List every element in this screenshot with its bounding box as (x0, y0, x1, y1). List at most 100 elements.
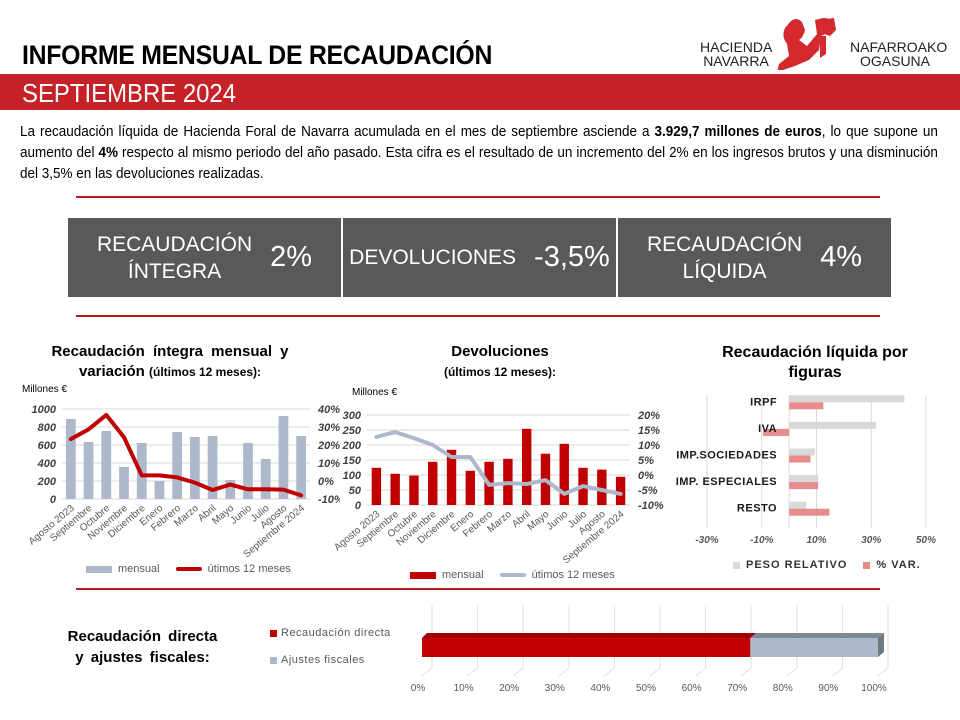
intro-total-amount: 3.929,7 millones de euros (654, 124, 822, 140)
x-tick-label: 10% (454, 683, 474, 694)
bar-diciembre (446, 449, 457, 505)
gridline-depth (512, 667, 524, 677)
gridline-depth (877, 667, 889, 677)
y-tick-label: 1000 (32, 404, 57, 416)
category-label: IMP.SOCIEDADES (676, 450, 777, 462)
x-tick-label: 30% (545, 683, 565, 694)
legend-label: PESO RELATIVO (746, 559, 848, 571)
chart-integra-unit: Millones € (22, 384, 68, 395)
legend-label: útimos 12 meses (531, 569, 615, 581)
x-tick-label: 80% (773, 683, 793, 694)
bar-noviembre (428, 461, 438, 505)
y2-tick-label: 20% (637, 410, 660, 422)
kpi-value: 4% (820, 241, 863, 273)
legend-recaudacion-directa: Recaudación directa (270, 627, 391, 639)
y-tick-label: 300 (343, 410, 362, 422)
divider-line (76, 315, 880, 317)
chart-devoluciones: 050100150200250300-10%-5%0%5%10%15%20%Ag… (332, 410, 664, 566)
navarra-emblem-icon (777, 18, 836, 70)
bar-peso-relativo (789, 448, 816, 456)
legend-swatch (270, 629, 277, 637)
intro-paragraph: La recaudación líquida de Hacienda Foral… (20, 122, 938, 185)
hacienda-navarra-logo: HACIENDA NAVARRA NAFARROAKO OGASUNA (700, 14, 950, 74)
gridline-depth (786, 667, 798, 677)
chart-title-line: variación (últimos 12 meses): (35, 362, 305, 382)
logo-text-hacienda: HACIENDA (700, 39, 773, 55)
category-label: RESTO (737, 503, 777, 515)
legend-label: útimos 12 meses (207, 563, 291, 575)
x-tick-label: 0% (411, 683, 426, 694)
y2-tick-label: 40% (317, 404, 340, 416)
category-label: IMP. ESPECIALES (676, 476, 777, 488)
chart-title-line: Devoluciones (451, 343, 549, 360)
chart-title-line: figuras (788, 364, 842, 381)
gridline-depth (421, 667, 433, 677)
gridline-depth (467, 667, 478, 677)
chart-integra-legend: mensual útimos 12 meses (86, 563, 291, 575)
x-tick-label: 50% (636, 683, 656, 694)
y-tick-label: 200 (342, 440, 362, 452)
legend-label: % VAR. (876, 559, 921, 571)
period-banner (0, 74, 960, 110)
legend-swatch-mensual (410, 571, 436, 579)
bar-julio (260, 459, 271, 499)
variation-line (68, 412, 304, 498)
kpi-label-line: LÍQUIDA (682, 259, 767, 283)
legend-label: mensual (442, 569, 484, 581)
intro-text: respecto al mismo periodo del año pasado… (20, 145, 938, 182)
x-tick-label: 30% (861, 535, 881, 546)
bar-octubre (409, 475, 419, 505)
bar-abril (521, 428, 532, 505)
gridline-depth (832, 667, 843, 677)
chart-directa-title: Recaudación directa y ajustes fiscales: (50, 626, 235, 668)
y2-tick-label: 0% (318, 476, 334, 488)
kpi-devoluciones: DEVOLUCIONES -3,5% (343, 218, 616, 297)
legend-ajustes-fiscales: Ajustes fiscales (270, 654, 365, 666)
bar-agosto-2023 (65, 418, 76, 499)
chart-figuras-legend: PESO RELATIVO % VAR. (733, 559, 921, 571)
bar-febrero (172, 432, 183, 499)
y-tick-label: 600 (38, 440, 57, 452)
bar-variacion (763, 428, 790, 436)
chart-title-text: variación (78, 363, 145, 380)
bar-marzo (189, 436, 200, 499)
bar-ajustes-top (750, 633, 884, 638)
x-tick-label: 70% (727, 683, 747, 694)
legend-swatch-line (499, 573, 526, 577)
legend-swatch-mensual (86, 565, 112, 573)
y2-tick-label: -5% (638, 485, 658, 497)
bar-junio (559, 443, 569, 505)
bar-peso-relativo (789, 395, 905, 403)
chart-integra-title: Recaudación íntegra mensual y variación … (35, 342, 305, 382)
legend-swatch-peso (733, 561, 740, 569)
chart-title-text: (últimos 12 meses): (149, 365, 262, 379)
x-tick-label: 50% (916, 535, 936, 546)
chart-directa-ajustes: 0% 10% 20% 30% 40% 50% 60% 70% 80% 90% 100% (411, 605, 889, 694)
bar-directa-top (422, 633, 757, 638)
y-tick-label: 400 (37, 458, 57, 470)
legend-label: mensual (118, 563, 160, 575)
gridline-depth (740, 667, 752, 677)
gridline-depth (695, 667, 706, 677)
bar-variacion (789, 508, 830, 516)
y-tick-label: 800 (38, 422, 57, 434)
bar-peso-relativo (789, 421, 876, 429)
y2-tick-label: 0% (638, 470, 654, 482)
period-label: SEPTIEMBRE 2024 (22, 78, 237, 108)
y2-tick-label: 10% (638, 440, 660, 452)
bar-peso-relativo (789, 501, 807, 509)
chart-title-line: (últimos 12 meses): (370, 362, 630, 382)
kpi-value: 2% (270, 241, 313, 273)
chart-devoluciones-legend: mensual útimos 12 meses (410, 569, 615, 581)
y-tick-label: 0 (355, 500, 362, 512)
kpi-recaudacion-integra: RECAUDACIÓN ÍNTEGRA 2% (68, 218, 341, 297)
x-tick-label: 90% (818, 683, 838, 694)
y-tick-label: 100 (343, 470, 362, 482)
legend-label: Ajustes fiscales (281, 654, 365, 666)
legend-swatch (270, 656, 277, 664)
y2-tick-label: -10% (318, 494, 340, 506)
logo-text-navarra: NAVARRA (703, 53, 769, 69)
logo-text-ogasuna: OGASUNA (859, 53, 930, 69)
y-tick-label: 0 (50, 494, 57, 506)
divider-line (76, 588, 880, 590)
